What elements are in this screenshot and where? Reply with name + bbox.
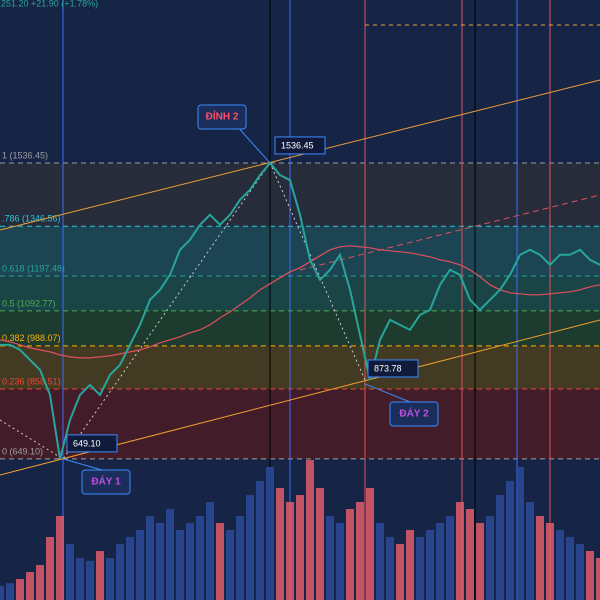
volume-bar <box>126 537 134 600</box>
volume-bar <box>266 467 274 600</box>
volume-bar <box>586 551 594 600</box>
volume-bar <box>346 509 354 600</box>
volume-bar <box>316 488 324 600</box>
volume-bar <box>356 502 364 600</box>
volume-bar <box>66 544 74 600</box>
volume-bar <box>366 488 374 600</box>
volume-bar <box>166 509 174 600</box>
fib-zone <box>0 275 600 311</box>
trend-line <box>299 194 600 271</box>
vertical-lines <box>62 0 551 600</box>
fib-label: 0.5 (1092.77) <box>2 298 56 308</box>
trend-line <box>0 79 600 231</box>
tag-label: ĐỈNH 2 <box>206 110 239 123</box>
value-label: 873.78 <box>374 363 402 373</box>
volume-bar <box>286 502 294 600</box>
volume-bar <box>226 530 234 600</box>
fib-label: 0 (649.10) <box>2 446 43 456</box>
fib-label: 0.236 (858.51) <box>2 376 61 386</box>
volume-bar <box>186 523 194 600</box>
volume-bar <box>256 481 264 600</box>
volume-bar <box>436 523 444 600</box>
value-box <box>274 136 326 155</box>
volume-bar <box>76 558 84 600</box>
price-line <box>0 161 600 460</box>
volume-bar <box>116 544 124 600</box>
volume-bar <box>36 565 44 600</box>
volume-bar <box>206 502 214 600</box>
volume-bar <box>0 586 4 600</box>
volume-bar <box>456 502 464 600</box>
volume-bar <box>6 583 14 600</box>
volume-bar <box>476 523 484 600</box>
tag-box <box>81 469 131 495</box>
fib-label: .786 (1346.56) <box>2 214 61 224</box>
volume-bar <box>236 516 244 600</box>
volume-bar <box>416 537 424 600</box>
volume-bar <box>156 523 164 600</box>
volume-bar <box>486 516 494 600</box>
value-label: 649.10 <box>73 438 101 448</box>
volume-bar <box>496 495 504 600</box>
value-box <box>367 359 419 378</box>
volume-bar <box>466 509 474 600</box>
volume-bar <box>276 488 284 600</box>
fib-zone <box>0 345 600 390</box>
fib-zone <box>0 226 600 276</box>
fib-zone <box>0 310 600 346</box>
volume-bar <box>526 502 534 600</box>
volume-bar <box>306 460 314 600</box>
volume-bar <box>196 516 204 600</box>
volume-bar <box>136 530 144 600</box>
volume-bar <box>426 530 434 600</box>
volume-bar <box>296 495 304 600</box>
tag-label: ĐÁY 1 <box>91 475 121 488</box>
pointer <box>62 458 103 471</box>
volume-bar <box>566 537 574 600</box>
volume-bar <box>596 558 600 600</box>
volume-bar <box>556 530 564 600</box>
volume-bar <box>576 544 584 600</box>
volume-bar <box>56 516 64 600</box>
volume-bar <box>216 523 224 600</box>
volume-bar <box>46 537 54 600</box>
fib-label: 0.382 (988.07) <box>2 333 61 343</box>
volume-bar <box>86 560 94 600</box>
volume-bar <box>96 551 104 600</box>
value-box <box>66 434 118 453</box>
volume-bar <box>546 523 554 600</box>
volume-bar <box>516 467 524 600</box>
volume-bar <box>326 516 334 600</box>
volume-bar <box>396 544 404 600</box>
volume-bar <box>406 530 414 600</box>
fib-label: 1 (1536.45) <box>2 150 48 160</box>
volume-bar <box>446 516 454 600</box>
volume-bar <box>16 579 24 600</box>
value-label: 1536.45 <box>281 140 314 150</box>
fib-label: 0.618 (1197.48) <box>2 263 65 273</box>
volume-bar <box>386 537 394 600</box>
volume-bar <box>506 481 514 600</box>
tag-box <box>389 401 439 427</box>
volume-bar <box>146 516 154 600</box>
volume-bar <box>106 558 114 600</box>
volume-bar <box>176 530 184 600</box>
pointer <box>364 383 411 403</box>
volume-bar <box>376 523 384 600</box>
volume-bar <box>336 523 344 600</box>
tag-label: ĐÁY 2 <box>399 407 429 420</box>
volume-bar <box>26 572 34 600</box>
header: 1251.20 +21.90 (+1.78%) <box>0 0 98 8</box>
volume-bar <box>246 495 254 600</box>
tag-box <box>197 104 247 130</box>
volume-bar <box>536 516 544 600</box>
